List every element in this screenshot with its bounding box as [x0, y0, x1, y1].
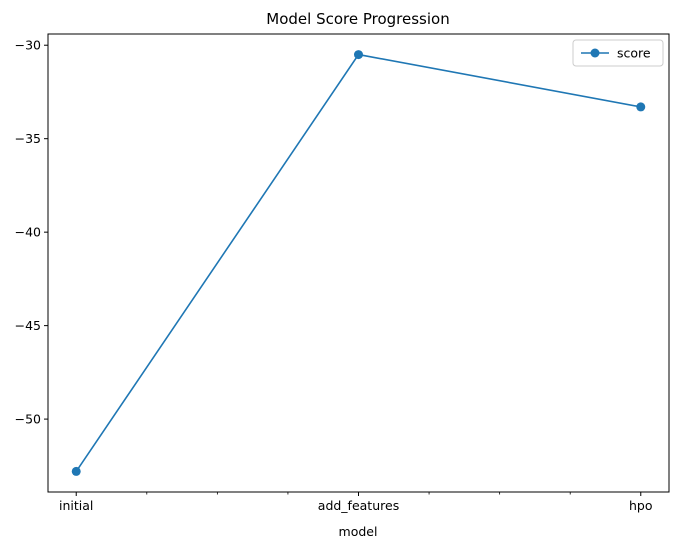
y-tick-label: −40	[15, 225, 41, 240]
x-tick-label: initial	[59, 498, 93, 513]
legend-marker	[590, 48, 600, 58]
y-tick-label: −50	[15, 412, 41, 427]
y-tick-label: −35	[15, 131, 41, 146]
x-tick-label: add_features	[318, 498, 399, 513]
plot-area: −30 −35 −40 −45 −50 initial add_features hpo sco…	[15, 33, 670, 513]
data-point	[354, 50, 363, 60]
data-point	[636, 102, 646, 112]
data-point	[71, 466, 81, 476]
y-tick-label: −45	[15, 318, 41, 333]
x-tick-label: hpo	[629, 498, 653, 513]
y-tick-label: −30	[15, 38, 41, 53]
x-axis-label: model	[339, 524, 378, 539]
legend-label: score	[617, 46, 651, 61]
legend-box	[572, 39, 664, 67]
legend: score	[572, 39, 664, 67]
chart-title: Model Score Progression	[266, 10, 449, 28]
